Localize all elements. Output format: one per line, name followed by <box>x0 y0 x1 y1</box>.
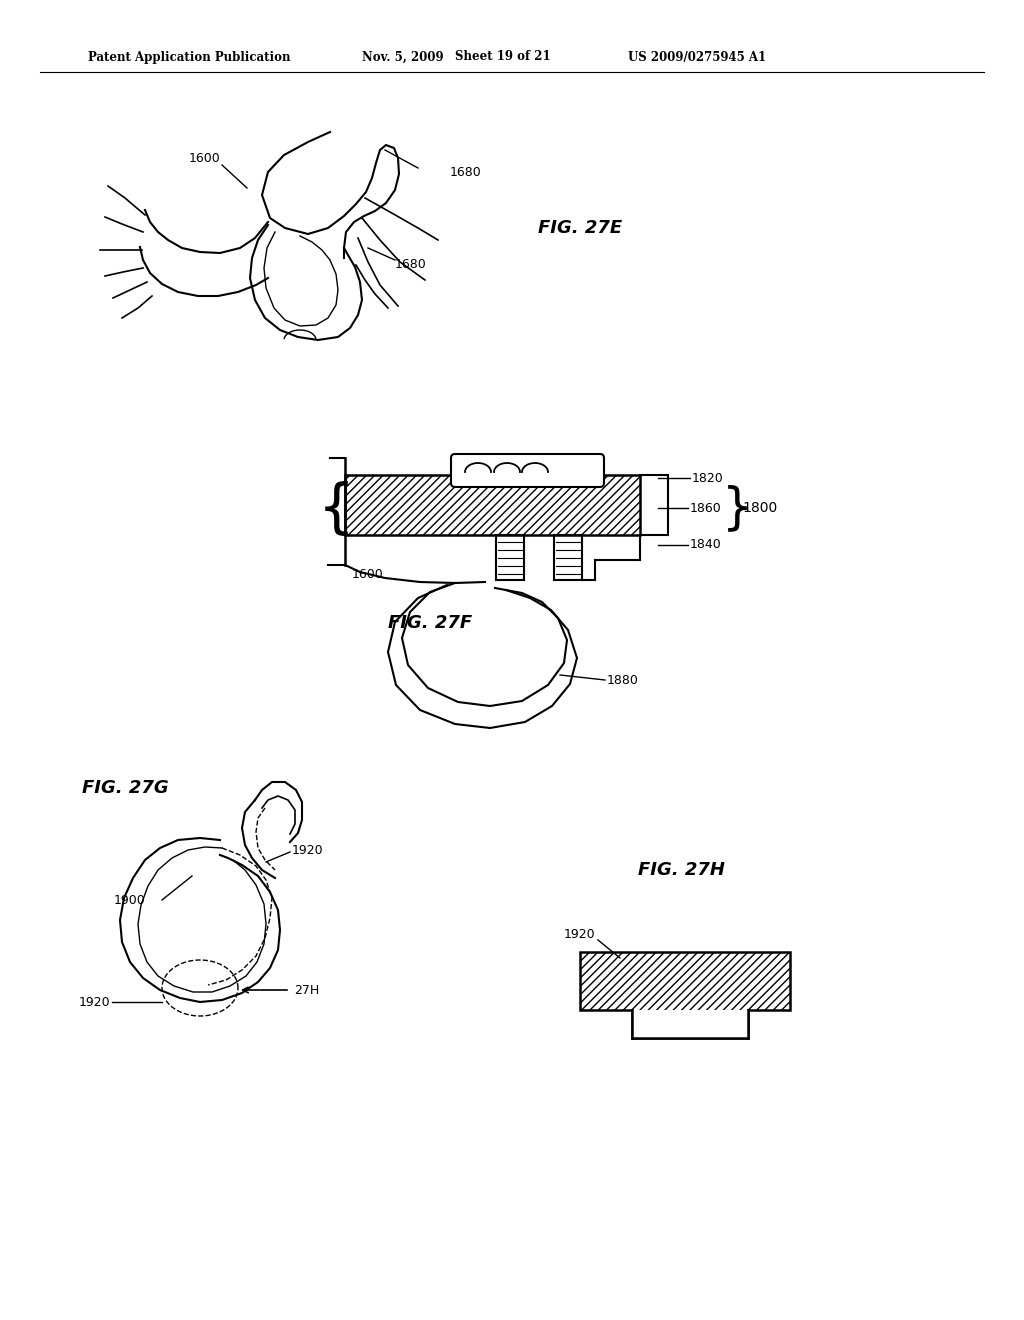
Bar <box>632 1010 748 1038</box>
Text: Patent Application Publication: Patent Application Publication <box>88 50 291 63</box>
Text: 1840: 1840 <box>690 539 722 552</box>
Text: 1920: 1920 <box>292 843 324 857</box>
Text: FIG. 27F: FIG. 27F <box>388 614 472 632</box>
Text: FIG. 27G: FIG. 27G <box>82 779 169 797</box>
Text: Nov. 5, 2009: Nov. 5, 2009 <box>362 50 443 63</box>
Text: 1920: 1920 <box>79 995 110 1008</box>
Text: FIG. 27H: FIG. 27H <box>638 861 725 879</box>
FancyBboxPatch shape <box>451 454 604 487</box>
Text: 1600: 1600 <box>189 152 221 165</box>
Text: 1600: 1600 <box>352 569 384 582</box>
Text: 1880: 1880 <box>607 673 639 686</box>
Text: Sheet 19 of 21: Sheet 19 of 21 <box>455 50 551 63</box>
Text: 1900: 1900 <box>114 894 145 907</box>
Bar <box>345 475 640 535</box>
Text: 27H: 27H <box>294 983 319 997</box>
Text: FIG. 27E: FIG. 27E <box>538 219 623 238</box>
Text: 1800: 1800 <box>742 502 777 515</box>
Polygon shape <box>580 952 790 1038</box>
Text: 1920: 1920 <box>563 928 595 941</box>
Text: US 2009/0275945 A1: US 2009/0275945 A1 <box>628 50 766 63</box>
Text: 1680: 1680 <box>450 165 481 178</box>
Text: {: { <box>318 482 355 539</box>
Text: 1820: 1820 <box>692 471 724 484</box>
Text: }: } <box>722 484 753 532</box>
Bar <box>345 475 640 535</box>
Text: 1680: 1680 <box>395 259 427 272</box>
Text: 1860: 1860 <box>690 502 722 515</box>
